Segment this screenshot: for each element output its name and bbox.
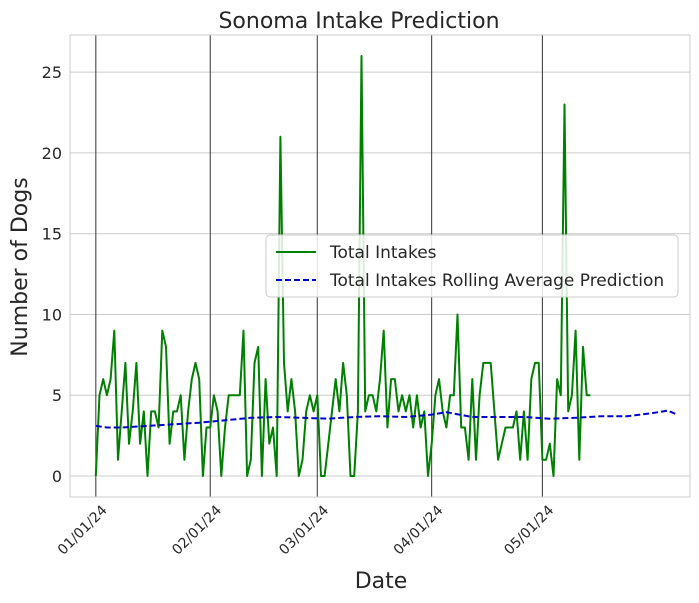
x-tick-label: 01/01/24 <box>55 502 111 558</box>
legend-box <box>265 234 679 298</box>
rolling-average-prediction-line <box>95 409 676 429</box>
x-tick-label: 04/01/24 <box>391 502 447 558</box>
y-tick-label: 0 <box>52 467 62 486</box>
series-lines <box>94 55 676 477</box>
y-tick-label: 10 <box>42 305 62 324</box>
plot-frame <box>69 34 691 498</box>
chart-title: Sonoma Intake Prediction <box>218 9 499 34</box>
total-intakes-line <box>94 55 591 477</box>
y-tick-label: 5 <box>52 386 62 405</box>
grid <box>70 71 690 477</box>
y-tick-label: 20 <box>42 144 62 163</box>
legend-label-rolling-average: Total Intakes Rolling Average Prediction <box>329 271 664 291</box>
x-axis-label: Date <box>355 569 408 594</box>
legend: Total Intakes Total Intakes Rolling Aver… <box>265 234 679 298</box>
y-tick-label: 25 <box>42 63 62 82</box>
x-tick-label: 03/01/24 <box>276 502 332 558</box>
legend-label-total-intakes: Total Intakes <box>329 243 437 263</box>
x-tick-label: 02/01/24 <box>169 502 225 558</box>
y-axis-label: Number of Dogs <box>8 177 33 356</box>
x-tick-label: 05/01/24 <box>501 502 557 558</box>
y-tick-label: 15 <box>42 225 62 244</box>
y-tick-labels: 0 5 10 15 20 25 <box>42 63 62 486</box>
x-tick-labels: 01/01/24 02/01/24 03/01/24 04/01/24 05/01/24 <box>55 502 557 558</box>
